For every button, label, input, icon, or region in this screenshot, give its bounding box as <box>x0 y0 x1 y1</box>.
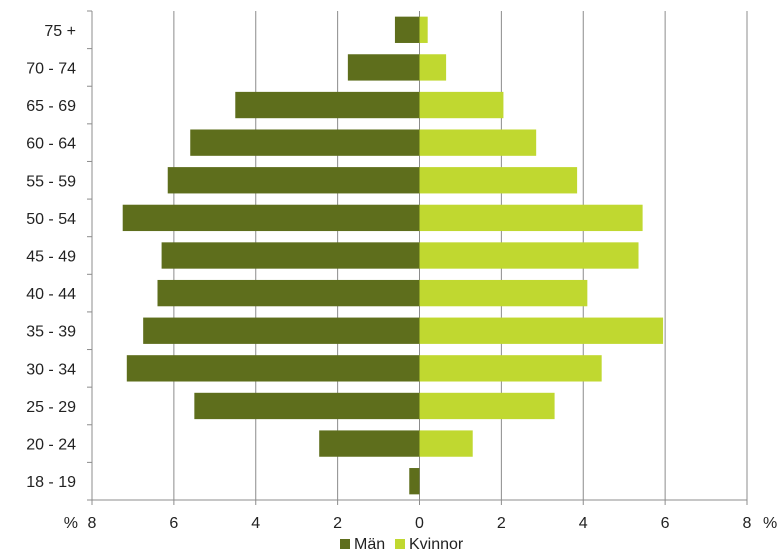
y-tick-label: 45 - 49 <box>26 249 76 266</box>
legend-label-0: Män <box>354 536 385 553</box>
bar-man-5 <box>122 204 420 232</box>
bar-man-4 <box>167 167 420 194</box>
bar-man-12 <box>409 468 420 495</box>
y-tick-label: 70 - 74 <box>26 60 76 77</box>
x-tick-label: 8 <box>88 515 97 532</box>
y-tick-label: 75 + <box>44 23 76 40</box>
y-tick-label: 50 - 54 <box>26 211 76 228</box>
bar-kvinnor-11 <box>419 430 473 457</box>
bar-man-7 <box>157 279 420 307</box>
x-unit-right: % <box>763 515 777 532</box>
bar-man-3 <box>190 129 420 156</box>
x-tick-label: 6 <box>169 515 178 532</box>
y-tick-label: 55 - 59 <box>26 173 76 190</box>
x-tick-label: 4 <box>579 515 588 532</box>
bar-kvinnor-10 <box>419 392 555 420</box>
bar-man-0 <box>394 16 420 43</box>
bar-kvinnor-1 <box>419 54 447 81</box>
bar-kvinnor-3 <box>419 129 537 156</box>
y-tick-label: 20 - 24 <box>26 437 76 454</box>
x-tick-label: 2 <box>333 515 342 532</box>
x-tick-label: 6 <box>661 515 670 532</box>
x-tick-label: 8 <box>743 515 752 532</box>
bar-kvinnor-0 <box>419 16 428 43</box>
y-tick-labels: 75 + 70 - 74 65 - 69 60 - 64 55 - 59 50 - 54 4… <box>26 23 76 491</box>
bar-kvinnor-2 <box>419 91 504 119</box>
bar-man-1 <box>347 54 420 81</box>
legend: Män Kvinnor <box>340 536 464 553</box>
bar-kvinnor-8 <box>419 317 664 344</box>
y-tick-label: 30 - 34 <box>26 361 76 378</box>
bar-kvinnor-4 <box>419 167 578 194</box>
y-tick-label: 65 - 69 <box>26 98 76 115</box>
y-tick-label: 35 - 39 <box>26 324 76 341</box>
x-tick-label: 0 <box>415 515 424 532</box>
bar-man-6 <box>161 242 420 269</box>
bar-man-8 <box>143 317 420 344</box>
x-tick-labels: 8 6 4 2 0 2 4 6 8%% <box>64 515 777 532</box>
bar-man-10 <box>194 392 420 420</box>
bars <box>122 16 664 495</box>
y-tick-label: 60 - 64 <box>26 136 76 153</box>
legend-label-1: Kvinnor <box>409 536 464 553</box>
y-tick-label: 25 - 29 <box>26 399 76 416</box>
bar-kvinnor-7 <box>419 279 588 307</box>
bar-kvinnor-5 <box>419 204 643 232</box>
y-tick-label: 40 - 44 <box>26 286 76 303</box>
legend-swatch-1 <box>395 539 405 549</box>
bar-man-2 <box>235 91 420 119</box>
axes <box>87 10 748 505</box>
bar-man-11 <box>319 430 420 457</box>
x-tick-label: 2 <box>497 515 506 532</box>
bar-man-9 <box>126 355 420 382</box>
bar-kvinnor-6 <box>419 242 639 269</box>
y-tick-label: 18 - 19 <box>26 474 76 491</box>
legend-swatch-0 <box>340 539 350 549</box>
x-tick-label: 4 <box>251 515 260 532</box>
x-unit-left: % <box>64 515 78 532</box>
bar-kvinnor-9 <box>419 355 602 382</box>
